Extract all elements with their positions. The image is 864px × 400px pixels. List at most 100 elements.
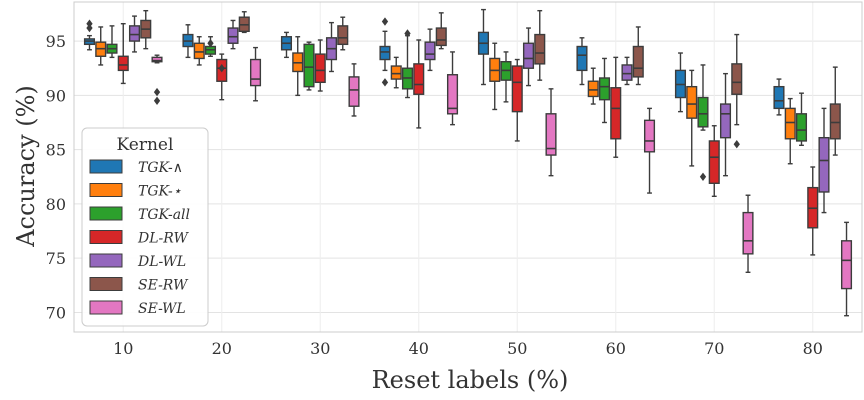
box <box>587 67 599 105</box>
x-tick-label: 60 <box>606 339 626 358</box>
x-tick-label: 20 <box>212 339 232 358</box>
box-iqr <box>742 211 754 255</box>
box-iqr <box>840 240 853 290</box>
box-iqr <box>643 119 656 153</box>
box-iqr <box>731 63 743 95</box>
box <box>314 39 326 92</box>
box-iqr <box>128 25 141 42</box>
box-iqr <box>784 107 796 140</box>
box <box>610 56 622 158</box>
legend: Kernel TGK-∧ TGK-⋆ TGK-all DL-RW DL-WL SE-RW S… <box>81 127 209 327</box>
box <box>522 27 535 87</box>
box-iqr <box>818 136 830 193</box>
legend-label: TGK-∧ <box>138 160 183 176</box>
box-iqr <box>576 45 588 72</box>
box-iqr <box>117 55 129 72</box>
box <box>446 51 459 126</box>
box <box>303 41 315 91</box>
outlier-point <box>404 29 411 38</box>
box-iqr <box>587 80 599 98</box>
box <box>511 58 523 142</box>
box <box>534 9 546 81</box>
box-iqr <box>534 33 546 65</box>
box <box>424 28 436 72</box>
box <box>708 125 720 198</box>
outlier-point <box>381 17 389 26</box>
legend-swatch <box>89 230 123 244</box>
box <box>337 16 349 51</box>
outlier-point <box>86 23 93 33</box>
box-iqr <box>632 45 644 78</box>
y-axis-label: Accuracy (%) <box>12 85 40 248</box>
box <box>151 54 163 105</box>
box <box>435 12 447 50</box>
x-tick-label: 50 <box>507 339 527 358</box>
box <box>95 26 107 66</box>
box-iqr <box>390 65 402 80</box>
box <box>413 39 425 129</box>
plot-frame <box>73 1 863 333</box>
box-iqr <box>413 63 425 95</box>
box <box>401 29 414 99</box>
y-tick-label: 90 <box>46 86 66 105</box>
box-iqr <box>151 56 163 63</box>
box <box>840 221 853 317</box>
box <box>379 17 391 87</box>
x-tick-label: 70 <box>704 339 724 358</box>
box-iqr <box>314 53 326 84</box>
y-tick-labels: 70 75 80 85 90 95 <box>46 32 66 322</box>
legend-swatch <box>89 159 123 174</box>
series-DL-WL <box>128 15 830 214</box>
box-iqr <box>446 74 459 115</box>
box-iqr <box>610 87 622 140</box>
legend-label: TGK-all <box>138 207 190 223</box>
y-tick-label: 85 <box>46 141 66 160</box>
box <box>292 36 304 97</box>
box-iqr <box>303 43 315 88</box>
box-iqr <box>773 85 785 110</box>
box-iqr <box>193 42 205 60</box>
box <box>249 46 262 102</box>
box <box>632 26 644 86</box>
box-iqr <box>598 77 611 101</box>
legend-items: TGK-∧ TGK-⋆ TGK-all DL-RW DL-WL SE-RW SE-WL <box>89 159 190 317</box>
legend-label: TGK-⋆ <box>138 184 182 200</box>
box-iqr <box>424 41 436 61</box>
box <box>128 15 141 53</box>
legend-swatch <box>89 183 123 197</box>
y-tick-label: 80 <box>46 195 66 214</box>
box-iqr <box>719 103 732 139</box>
box <box>83 19 96 51</box>
box-iqr <box>435 27 447 47</box>
box <box>643 107 656 194</box>
box <box>216 53 228 101</box>
y-tick-label: 70 <box>46 303 66 322</box>
box-iqr <box>511 65 523 113</box>
box <box>829 66 841 156</box>
box <box>742 194 754 273</box>
legend-swatch <box>89 300 123 315</box>
axes <box>73 1 863 333</box>
outlier-point <box>153 87 161 97</box>
box <box>117 23 129 85</box>
box <box>500 51 512 103</box>
y-tick-label: 75 <box>46 249 66 268</box>
outlier-point <box>733 140 740 149</box>
legend-label: DL-WL <box>137 254 186 270</box>
box <box>773 78 785 116</box>
box <box>238 11 250 34</box>
box <box>674 52 687 113</box>
box <box>818 107 830 214</box>
box-iqr <box>227 27 239 44</box>
box <box>697 64 709 181</box>
series-TGK-⋆ <box>95 26 796 167</box>
box <box>204 36 217 57</box>
box-iqr <box>686 85 698 119</box>
box <box>348 63 360 117</box>
series-TGK-all <box>106 25 808 181</box>
box-iqr <box>795 113 808 142</box>
box-iqr <box>697 96 709 128</box>
box-iqr <box>621 64 633 81</box>
